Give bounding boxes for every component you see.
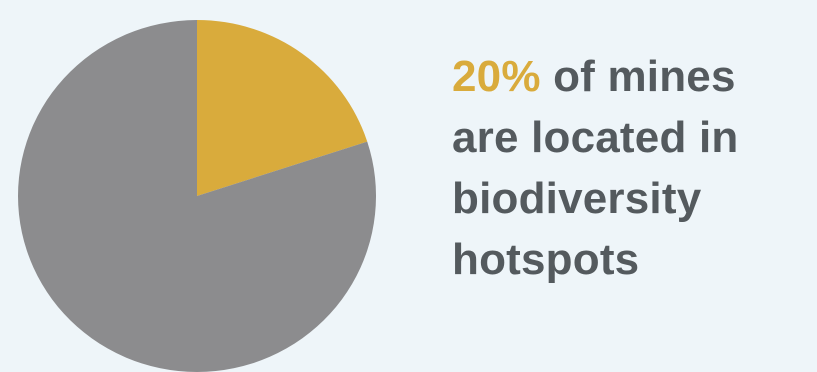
pie-slices xyxy=(18,20,376,372)
headline: 20% of mines are located in biodiversity… xyxy=(452,46,812,290)
pie-slice-1 xyxy=(197,20,368,196)
headline-line-1: 20% of mines xyxy=(452,46,812,107)
headline-line-1-rest: of mines xyxy=(540,52,736,101)
headline-line-4: hotspots xyxy=(452,235,640,284)
pie-chart xyxy=(18,20,376,372)
pie-slice-2 xyxy=(18,20,376,372)
headline-line-3: biodiversity xyxy=(452,174,702,223)
headline-highlight-percent: 20% xyxy=(452,52,541,101)
headline-line-2: are located in xyxy=(452,113,739,162)
